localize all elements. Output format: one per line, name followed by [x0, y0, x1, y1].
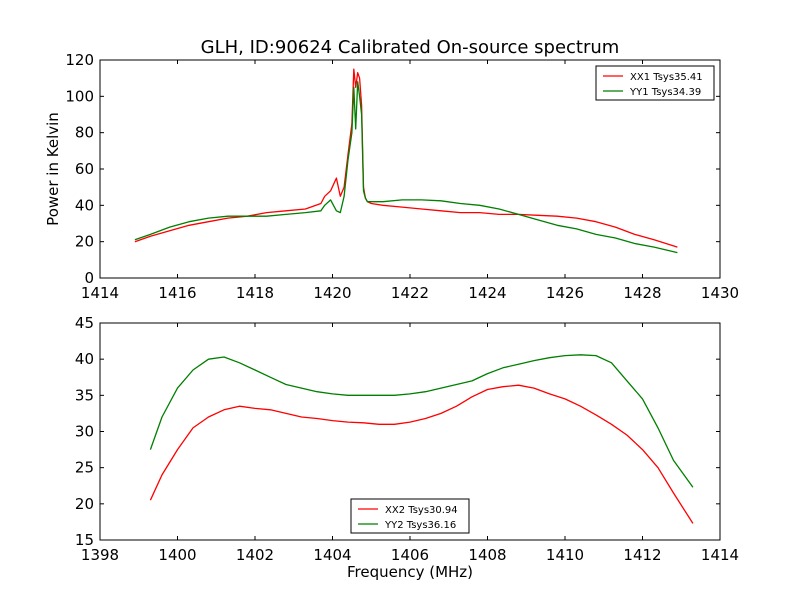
x-tick-label: 1400 — [158, 546, 196, 564]
series-line-1 — [149, 384, 694, 524]
series-line-2 — [149, 354, 694, 488]
x-tick-label: 1398 — [81, 546, 119, 564]
bottom-plot: 1398 1400 1402 1404 1406 1408 1410 1412 1414 15 20… — [75, 314, 739, 581]
y-tick-label: 60 — [75, 160, 94, 178]
y-tick-label: 20 — [75, 233, 94, 251]
y-tick-label: 80 — [75, 124, 94, 142]
x-tick-label: 1416 — [158, 284, 196, 302]
y-tick-label: 100 — [65, 87, 94, 105]
x-tick-label: 1422 — [391, 284, 429, 302]
x-tick-label: 1424 — [468, 284, 506, 302]
x-tick-label: 1402 — [236, 546, 274, 564]
x-tick-label: 1420 — [313, 284, 351, 302]
y-tick-label: 0 — [84, 269, 94, 287]
x-tick-label: 1418 — [236, 284, 274, 302]
legend-label-2: YY1 Tsys34.39 — [629, 87, 701, 98]
legend: XX1 Tsys35.41 YY1 Tsys34.39 — [595, 65, 715, 101]
x-tick-label: 1408 — [468, 546, 506, 564]
y-tick-label: 120 — [65, 51, 94, 69]
y-tick-label: 15 — [75, 531, 94, 549]
series-line-1 — [134, 68, 678, 248]
x-tick-label: 1404 — [313, 546, 351, 564]
top-plot: 1414 1416 1418 1420 1422 1424 1426 1428 1430 0 20 4… — [44, 51, 739, 302]
y-tick-label: 35 — [75, 386, 94, 404]
y-axis-label: Power in Kelvin — [44, 112, 62, 226]
y-tick-label: 20 — [75, 495, 94, 513]
y-tick-label: 25 — [75, 459, 94, 477]
y-tick-label: 30 — [75, 423, 94, 441]
x-tick-label: 1414 — [701, 546, 739, 564]
series-line-2 — [134, 81, 678, 254]
x-tick-label: 1428 — [623, 284, 661, 302]
y-tick-label: 40 — [75, 350, 94, 368]
x-tick-label: 1414 — [81, 284, 119, 302]
x-tick-label: 1410 — [546, 546, 584, 564]
legend-box — [350, 498, 470, 534]
chart-title: GLH, ID:90624 Calibrated On-source spect… — [201, 37, 620, 58]
legend: XX2 Tsys30.94 YY2 Tsys36.16 — [350, 498, 470, 534]
y-tick-label: 45 — [75, 314, 94, 332]
x-tick-label: 1406 — [391, 546, 429, 564]
x-tick-label: 1426 — [546, 284, 584, 302]
x-tick-label: 1412 — [623, 546, 661, 564]
x-axis-label: Frequency (MHz) — [347, 563, 473, 581]
legend-label-2: YY2 Tsys36.16 — [384, 520, 456, 531]
legend-label-1: XX1 Tsys35.41 — [630, 72, 703, 83]
y-tick-label: 40 — [75, 196, 94, 214]
x-tick-label: 1430 — [701, 284, 739, 302]
legend-label-1: XX2 Tsys30.94 — [385, 505, 458, 516]
legend-box — [595, 65, 715, 101]
